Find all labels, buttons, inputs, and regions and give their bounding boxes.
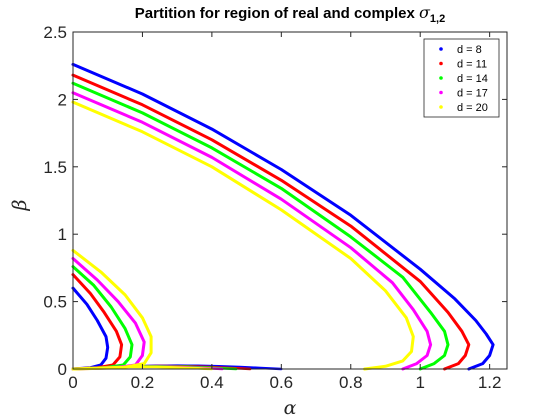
series-4-upper-curve [71, 100, 415, 371]
y-axis-label: β [9, 199, 31, 211]
chart-title-subscript: 1,2 [430, 13, 445, 25]
x-tick-label: 0.8 [339, 373, 363, 392]
legend-marker [439, 90, 443, 95]
legend-label: d = 8 [457, 44, 482, 56]
x-tick-label: 0.2 [131, 373, 155, 392]
y-tick-label: 1 [58, 225, 67, 244]
y-tick-label: 0.5 [43, 293, 67, 312]
series-layer [71, 62, 495, 371]
legend-label: d = 17 [457, 88, 488, 100]
axes-box [72, 31, 508, 370]
series-1-upper-curve [71, 73, 471, 371]
legend-marker [439, 61, 443, 66]
legend-item-3: d = 17 [439, 88, 488, 100]
ticks-layer: 0 0.2 0.4 0.6 0.8 1 1.2 0 0.5 1 1.5 2 2.5 [43, 23, 507, 392]
chart-title-text: Partition for region of real and complex [135, 5, 419, 22]
legend-label: d = 14 [457, 73, 488, 85]
y-tick-label: 2.5 [43, 23, 67, 42]
chart-title: Partition for region of real and complex… [135, 3, 445, 25]
legend-label: d = 20 [457, 102, 488, 114]
legend-marker [439, 105, 443, 109]
x-tick-label: 0 [68, 373, 77, 392]
chart-title-symbol: σ [419, 3, 431, 22]
series-3-upper-curve [71, 91, 433, 371]
legend-item-4: d = 20 [439, 102, 488, 114]
x-tick-label: 1 [415, 373, 424, 392]
legend-marker [439, 76, 443, 80]
legend: d = 8 d = 11 d = 14 d = 17 d = 20 [423, 38, 500, 118]
x-tick-label: 1.2 [478, 373, 502, 392]
legend-label: d = 11 [457, 59, 487, 71]
legend-item-1: d = 11 [439, 59, 487, 71]
legend-item-0: d = 8 [439, 44, 482, 56]
series-0-upper-curve [71, 62, 495, 371]
series-2-upper-curve [71, 81, 450, 371]
x-tick-label: 0.6 [269, 373, 293, 392]
x-tick-label: 0.4 [200, 373, 224, 392]
y-tick-label: 1.5 [43, 158, 67, 177]
y-tick-label: 0 [58, 360, 67, 379]
legend-box [423, 38, 500, 118]
legend-marker [439, 47, 443, 51]
x-axis-label: α [284, 397, 297, 419]
legend-item-2: d = 14 [439, 73, 488, 85]
y-tick-label: 2 [58, 90, 67, 109]
